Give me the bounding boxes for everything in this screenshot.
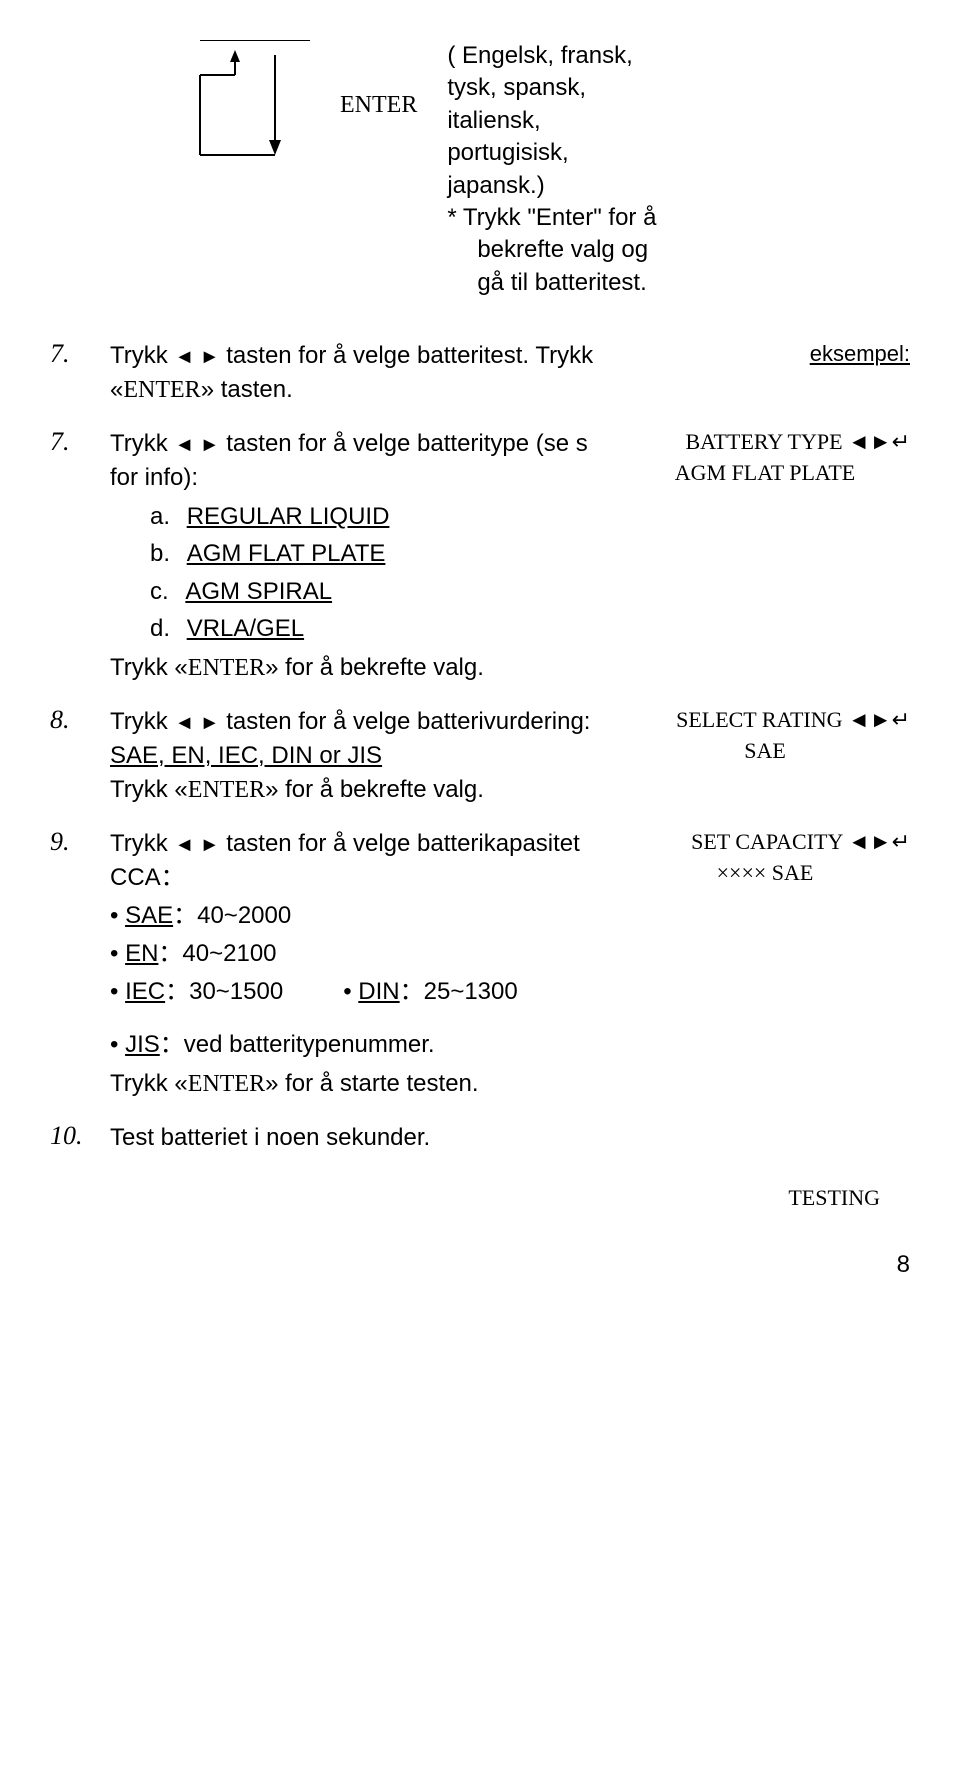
instruction-list: 7. Trykk ◄ ► tasten for å velge batterit…	[50, 339, 910, 1155]
lang-line: japansk.)	[447, 170, 656, 202]
lang-line: gå til batteritest.	[447, 267, 656, 299]
top-section: ENTER ( Engelsk, fransk, tysk, spansk, i…	[50, 40, 910, 299]
step-number: 10.	[50, 1121, 110, 1151]
step-number: 8.	[50, 705, 110, 735]
display-line: SELECT RATING ◄►↵	[620, 705, 910, 736]
step-text: Test batteriet i noen sekunder.	[110, 1121, 910, 1155]
display-line: AGM FLAT PLATE	[620, 458, 910, 489]
step-9: 9. Trykk ◄ ► tasten for å velge batterik…	[50, 827, 910, 1101]
step-7b: 7. Trykk ◄ ► tasten for å velge batterit…	[50, 427, 910, 685]
lang-line: bekrefte valg og	[447, 234, 656, 266]
step-number: 7.	[50, 427, 110, 457]
capacity-list: • SAE：40~2000 • EN：40~2100 • IEC：30~1500…	[110, 899, 620, 1008]
step-intro: Trykk ◄ ► tasten for å velge batterikapa…	[110, 827, 620, 894]
lang-line: portugisisk,	[447, 137, 656, 169]
display-line: SET CAPACITY ◄►↵	[620, 827, 910, 858]
list-item: • SAE：40~2000	[110, 899, 620, 933]
lang-line: ( Engelsk, fransk,	[447, 40, 656, 72]
step-text: Trykk ◄ ► tasten for å velge batterivurd…	[110, 705, 620, 807]
list-item: • IEC：30~1500 • DIN：25~1300	[110, 975, 620, 1009]
step-intro: Trykk ◄ ► tasten for å velge batteritype…	[110, 427, 620, 494]
step-7a: 7. Trykk ◄ ► tasten for å velge batterit…	[50, 339, 910, 407]
battery-type-list: a. REGULAR LIQUID b. AGM FLAT PLATE c. A…	[110, 500, 620, 646]
list-item: • JIS：ved batteritypenummer.	[110, 1028, 910, 1062]
step-8: 8. Trykk ◄ ► tasten for å velge batteriv…	[50, 705, 910, 807]
display-line: ×××× SAE	[620, 858, 910, 889]
list-item: d. VRLA/GEL	[150, 612, 620, 646]
display-line: SAE	[620, 736, 910, 767]
lang-line: * Trykk "Enter" for å	[447, 202, 656, 234]
lang-line: italiensk,	[447, 105, 656, 137]
step-after: Trykk «ENTER» for å bekrefte valg.	[110, 651, 620, 686]
step-10: 10. Test batteriet i noen sekunder.	[50, 1121, 910, 1155]
display-line: BATTERY TYPE ◄►↵	[620, 427, 910, 458]
list-item: c. AGM SPIRAL	[150, 575, 620, 609]
testing-label: TESTING	[50, 1185, 910, 1211]
list-item: b. AGM FLAT PLATE	[150, 537, 620, 571]
capacity-list-2: • JIS：ved batteritypenummer.	[110, 1028, 910, 1062]
lang-line: tysk, spansk,	[447, 72, 656, 104]
step-number: 7.	[50, 339, 110, 369]
step-number: 9.	[50, 827, 110, 857]
example-label: eksempel:	[620, 339, 910, 370]
enter-diagram: ENTER	[180, 40, 417, 170]
list-item: • EN：40~2100	[110, 937, 620, 971]
enter-arrow-icon	[180, 40, 330, 170]
list-item: a. REGULAR LIQUID	[150, 500, 620, 534]
enter-label: ENTER	[340, 92, 417, 119]
step-text: Trykk ◄ ► tasten for å velge batteritest…	[110, 339, 620, 407]
step-after: Trykk «ENTER» for å starte testen.	[110, 1067, 910, 1102]
language-block: ( Engelsk, fransk, tysk, spansk, italien…	[447, 40, 656, 299]
page-number: 8	[50, 1251, 910, 1279]
